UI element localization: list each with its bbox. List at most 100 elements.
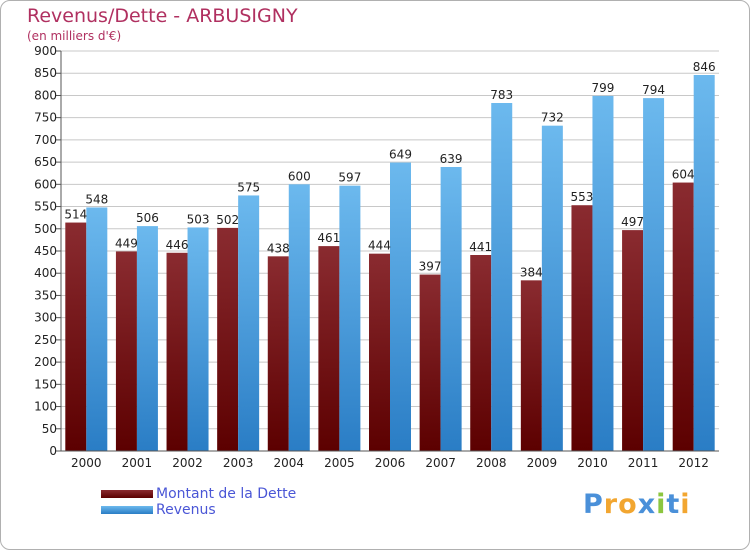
data-label-debt: 604 — [672, 168, 695, 182]
bar-revenue — [592, 95, 614, 451]
x-tick-label: 2006 — [375, 456, 406, 470]
legend-swatch-debt — [101, 490, 153, 498]
x-tick-label: 2001 — [122, 456, 153, 470]
x-tick-label: 2005 — [324, 456, 355, 470]
bar-debt — [571, 205, 593, 451]
bar-debt — [115, 251, 137, 451]
x-tick-label: 2010 — [577, 456, 608, 470]
y-tick-label: 400 — [34, 266, 57, 280]
bar-revenue — [440, 167, 462, 451]
bar-revenue — [390, 162, 411, 452]
bar-revenue — [136, 226, 158, 451]
bar-debt — [267, 256, 289, 451]
x-tick-label: 2004 — [273, 456, 304, 470]
y-tick-label: 600 — [34, 177, 57, 191]
data-label-debt: 444 — [368, 239, 391, 253]
logo-letter: P — [583, 489, 604, 520]
y-axis: 0 50 100 150 200 250 300 350 400 450 500 550 600 650 7… — [34, 44, 62, 458]
x-tick-label: 2012 — [678, 456, 709, 470]
bar-debt — [520, 280, 542, 451]
data-label-revenue: 639 — [440, 152, 463, 166]
data-label-revenue: 597 — [338, 171, 361, 185]
proxiti-logo: Proxiti — [583, 489, 691, 520]
data-label-debt: 497 — [621, 215, 644, 229]
bar-debt — [166, 252, 188, 451]
x-axis: 2000 2001 2002 2003 2004 2005 2006 2007 2008 2009… — [61, 450, 719, 470]
data-label-revenue: 600 — [288, 169, 311, 183]
bars — [65, 75, 715, 452]
legend-swatch-revenue — [101, 506, 153, 514]
y-tick-label: 200 — [34, 355, 57, 369]
bar-debt — [622, 230, 644, 451]
data-label-debt: 514 — [64, 208, 87, 222]
bar-revenue — [339, 185, 361, 451]
y-tick-label: 350 — [34, 288, 57, 302]
data-label-revenue: 575 — [237, 180, 260, 194]
data-label-debt: 461 — [317, 231, 340, 245]
y-tick-label: 150 — [34, 377, 57, 391]
y-tick-label: 650 — [34, 155, 57, 169]
y-tick-label: 800 — [34, 88, 57, 102]
bar-debt — [419, 274, 441, 451]
legend-label-debt: Montant de la Dette — [156, 486, 297, 502]
data-label-revenue: 783 — [490, 88, 513, 102]
bar-debt — [470, 255, 492, 451]
data-label-revenue: 649 — [389, 148, 412, 162]
data-label-revenue: 799 — [592, 81, 615, 95]
bar-debt — [318, 246, 340, 451]
x-tick-label: 2002 — [172, 456, 203, 470]
logo-letter: o — [618, 489, 638, 520]
x-tick-label: 2003 — [223, 456, 254, 470]
x-tick-label: 2011 — [628, 456, 659, 470]
data-label-debt: 446 — [166, 238, 189, 252]
legend-label-revenue: Revenus — [156, 502, 216, 518]
chart-title: Revenus/Dette - ARBUSIGNY — [27, 5, 298, 27]
data-label-debt: 553 — [571, 190, 594, 204]
logo-letter: x — [637, 489, 657, 520]
bar-revenue — [693, 75, 715, 451]
data-label-debt: 441 — [469, 240, 492, 254]
data-label-debt: 438 — [267, 241, 290, 255]
data-label-revenue: 794 — [642, 83, 665, 97]
data-label-debt: 502 — [216, 213, 239, 227]
y-tick-label: 500 — [34, 222, 57, 236]
chart-subtitle: (en milliers d'€) — [27, 29, 122, 43]
y-tick-label: 450 — [34, 244, 57, 258]
y-tick-label: 100 — [34, 400, 57, 414]
bar-revenue — [187, 227, 209, 451]
data-labels: 514 548 449 506 446 503 502 575 438 600 461 597 444 6… — [64, 60, 715, 279]
logo-letter: r — [603, 489, 619, 520]
y-tick-label: 550 — [34, 200, 57, 214]
y-tick-label: 300 — [34, 311, 57, 325]
y-tick-label: 700 — [34, 133, 57, 147]
bar-revenue — [541, 125, 563, 452]
bar-debt — [217, 227, 239, 451]
bar-revenue — [288, 184, 310, 452]
x-tick-label: 2000 — [71, 456, 102, 470]
data-label-debt: 449 — [115, 236, 138, 250]
bar-debt — [369, 253, 390, 451]
logo-letter: t — [666, 489, 681, 520]
logo-letter: i — [656, 489, 667, 520]
y-tick-label: 250 — [34, 333, 57, 347]
x-tick-label: 2007 — [425, 456, 456, 470]
bar-revenue — [491, 103, 513, 451]
bar-revenue — [86, 207, 108, 451]
data-label-revenue: 548 — [85, 192, 108, 206]
y-tick-label: 750 — [34, 111, 57, 125]
bar-debt — [672, 182, 694, 452]
x-tick-label: 2009 — [527, 456, 558, 470]
logo-letter: i — [680, 489, 691, 520]
data-label-debt: 397 — [419, 260, 442, 274]
data-label-revenue: 846 — [693, 60, 716, 74]
x-tick-label: 2008 — [476, 456, 507, 470]
bar-revenue — [643, 98, 665, 451]
data-label-revenue: 506 — [136, 211, 159, 225]
bar-debt — [65, 222, 87, 451]
y-tick-label: 900 — [34, 44, 57, 58]
y-tick-label: 0 — [49, 444, 57, 458]
y-tick-label: 850 — [34, 66, 57, 80]
data-label-revenue: 732 — [541, 111, 564, 125]
